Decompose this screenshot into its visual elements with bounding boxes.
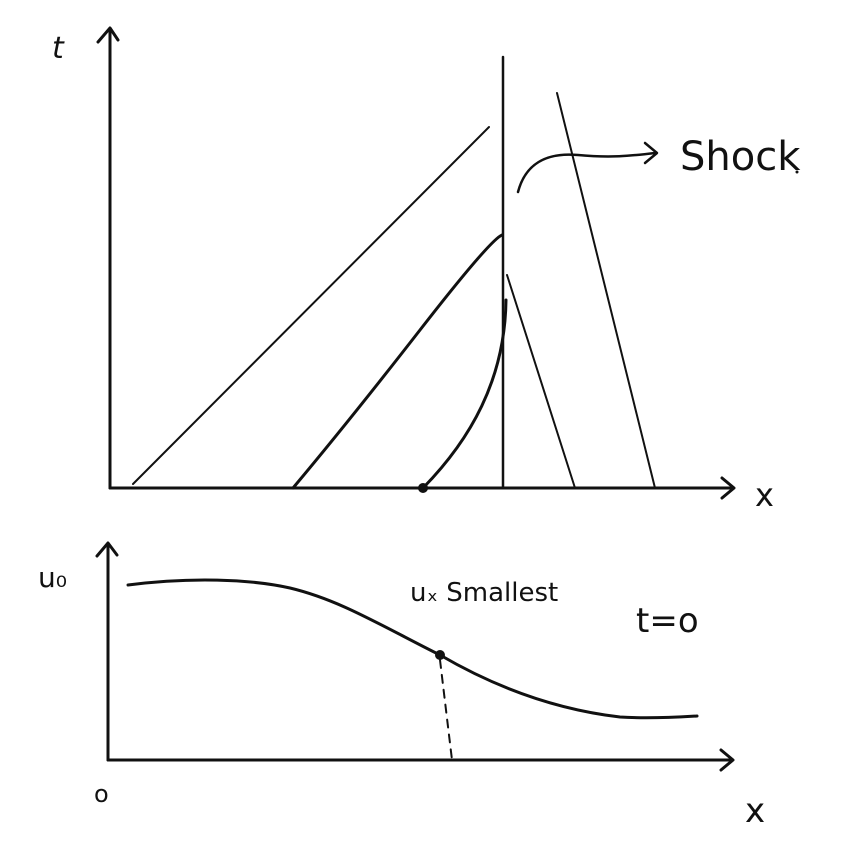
steepest-point-marker <box>435 650 445 660</box>
top-x-axis-arrowhead <box>720 476 736 500</box>
characteristic-curve-middle <box>291 233 504 490</box>
origin-label: o <box>94 780 109 808</box>
shock-annotation-label: Shock <box>680 134 801 180</box>
characteristic-line-right-outer <box>556 92 656 489</box>
top-y-axis-label: t <box>52 31 65 66</box>
shock-annotation-arrow <box>516 151 657 194</box>
bottom-plot: u₀ x o uₓ Smallest t=o <box>38 541 765 831</box>
top-x-axis-label: x <box>755 476 774 514</box>
top-plot: t x Shock <box>52 26 801 514</box>
shock-annotation-dot <box>795 170 799 174</box>
bottom-x-axis-label: x <box>745 791 765 831</box>
characteristic-line-left <box>132 126 490 485</box>
steepest-point-annotation: uₓ Smallest <box>410 578 558 608</box>
initial-profile-curve <box>126 578 699 720</box>
characteristic-curve-critical <box>421 298 508 490</box>
critical-start-point <box>418 483 428 493</box>
bottom-y-axis-label: u₀ <box>38 561 67 594</box>
bottom-y-axis-arrowhead <box>95 541 119 558</box>
time-label: t=o <box>636 601 699 641</box>
bottom-x-axis-arrowhead <box>719 748 735 772</box>
characteristic-line-right-inner <box>506 274 576 489</box>
steepest-point-dashed-line <box>439 659 453 761</box>
top-y-axis-arrowhead <box>96 26 120 44</box>
shock-annotation-arrowhead <box>643 141 659 165</box>
